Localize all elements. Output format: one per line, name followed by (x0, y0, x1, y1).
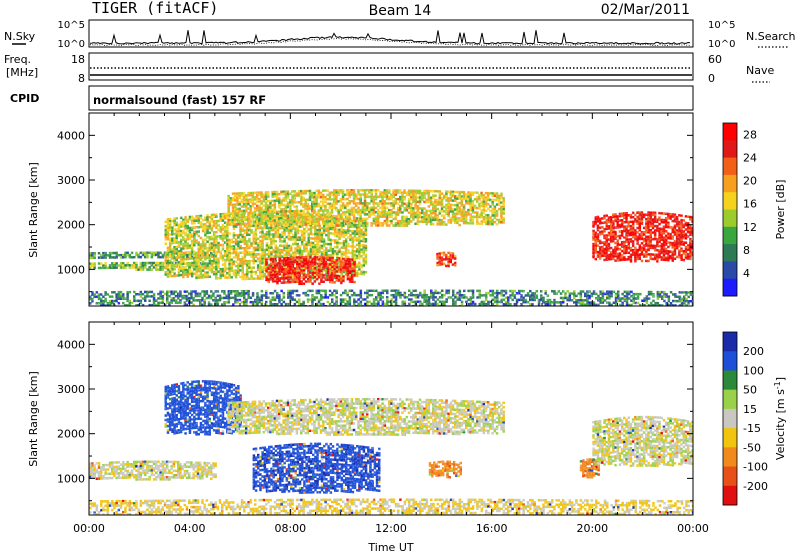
x-tick-label: 08:00 (274, 522, 306, 535)
colorbar-swatch (723, 261, 737, 279)
colorbar-swatch (723, 467, 737, 487)
colorbar-swatch (723, 279, 737, 297)
freq-ytick-bottom: 8 (78, 72, 85, 85)
y-tick-label: 2000 (57, 219, 85, 232)
cpid-label: CPID (10, 92, 39, 105)
freq-ytick-top: 18 (71, 53, 85, 66)
x-tick-label: 20:00 (576, 522, 608, 535)
nsearch-ytick-bottom: 10^0 (708, 39, 735, 50)
time-axis-label: Time UT (367, 541, 413, 554)
y-tick-label: 3000 (57, 174, 85, 187)
colorbar-swatch (723, 227, 737, 245)
radar-title: TIGER (fitACF) (92, 0, 218, 17)
colorbar-tick-label: 12 (743, 221, 757, 234)
colorbar-tick-label: -100 (743, 461, 768, 474)
y-tick-label: 4000 (57, 129, 85, 142)
colorbar-swatch (723, 428, 737, 448)
colorbar-swatch (723, 140, 737, 158)
colorbar-swatch (723, 447, 737, 467)
date-label: 02/Mar/2011 (601, 2, 690, 18)
colorbar-swatch (723, 332, 737, 352)
freq-label: Freq. (4, 53, 31, 66)
nsearch-label: N.Search (746, 30, 796, 43)
colorbar-tick-label: 50 (743, 384, 757, 397)
freq-unit-label: [MHz] (6, 66, 38, 79)
nave-tick-bottom: 0 (708, 72, 715, 85)
colorbar-swatch (723, 370, 737, 390)
colorbar-tick-label: 8 (743, 244, 750, 257)
y-tick-label: 4000 (57, 338, 85, 351)
nsearch-ytick-top: 10^5 (708, 20, 735, 31)
colorbar-tick-label: 4 (743, 267, 750, 280)
colorbar-tick-label: 24 (743, 152, 757, 165)
colorbar-swatch (723, 175, 737, 193)
colorbar-tick-label: -15 (743, 422, 761, 435)
power-ylabel: Slant Range [km] (27, 162, 40, 258)
beam-label: Beam 14 (369, 3, 432, 19)
colorbar-swatch (723, 210, 737, 228)
colorbar-tick-label: 16 (743, 198, 757, 211)
y-tick-label: 3000 (57, 383, 85, 396)
colorbar-swatch (723, 351, 737, 371)
x-tick-label: 16:00 (476, 522, 508, 535)
colorbar-tick-label: -200 (743, 480, 768, 493)
colorbar-swatch (723, 486, 737, 506)
power-panel: 1000 2000 3000 4000 Slant Range [km] 4 8 12 16… (27, 113, 787, 308)
y-tick-label: 1000 (57, 263, 85, 276)
x-tick-label: 12:00 (375, 522, 407, 535)
freq-panel (89, 53, 693, 80)
nave-tick-top: 60 (708, 53, 722, 66)
cpid-value: normalsound (fast) 157 RF (93, 93, 266, 107)
colorbar-swatch (723, 123, 737, 141)
colorbar-label: Power [dB] (774, 180, 787, 240)
colorbar-tick-label: -50 (743, 441, 761, 454)
nsky-label: N.Sky (4, 30, 36, 43)
colorbar-label: Velocity [m s-1] (773, 377, 787, 460)
colorbar-swatch (723, 244, 737, 262)
y-tick-label: 1000 (57, 472, 85, 485)
velocity-ylabel: Slant Range [km] (27, 371, 40, 467)
colorbar-tick-label: 200 (743, 345, 764, 358)
colorbar-swatch (723, 390, 737, 410)
x-tick-label: 00:00 (73, 522, 105, 535)
colorbar-tick-label: 28 (743, 129, 757, 142)
x-tick-label: 00:00 (677, 522, 709, 535)
y-tick-label: 2000 (57, 428, 85, 441)
velocity-panel: 00:00 04:00 08:00 12:00 16:00 20:00 00:00 1000 2… (27, 322, 787, 554)
colorbar-swatch (723, 409, 737, 429)
colorbar-tick-label: 100 (743, 364, 764, 377)
nsky-ytick-top: 10^5 (58, 20, 85, 31)
nave-label: Nave (746, 64, 774, 77)
colorbar-swatch (723, 192, 737, 210)
nsky-ytick-bottom: 10^0 (58, 39, 85, 50)
x-tick-label: 04:00 (174, 522, 206, 535)
colorbar-tick-label: 20 (743, 175, 757, 188)
colorbar-swatch (723, 158, 737, 176)
colorbar-tick-label: 15 (743, 403, 757, 416)
